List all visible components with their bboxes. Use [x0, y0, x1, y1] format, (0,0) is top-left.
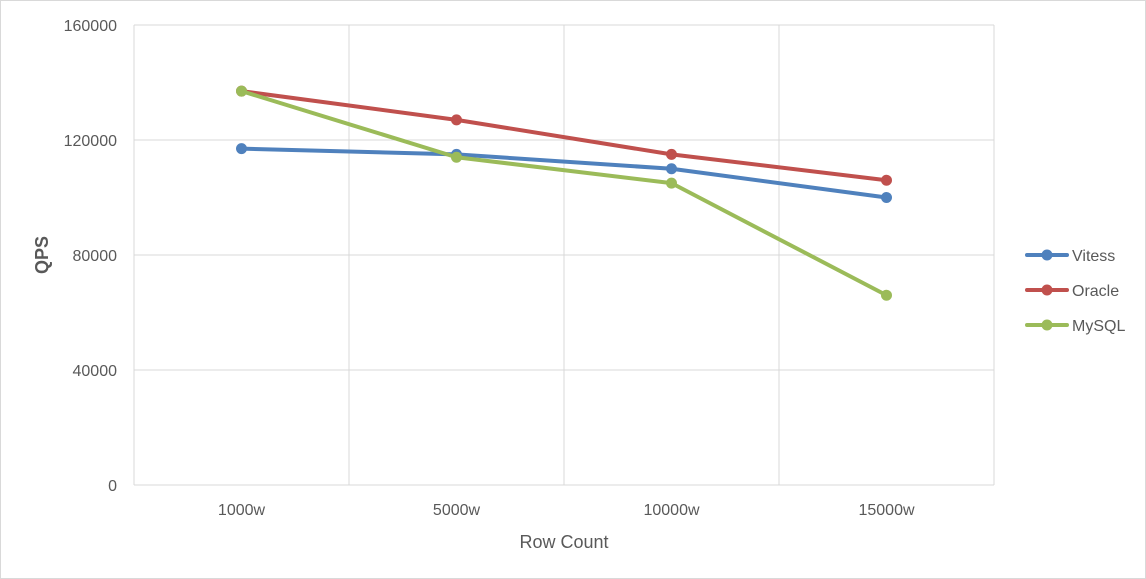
data-point: [881, 192, 892, 203]
y-axis-ticks: 0 40000 80000 120000 160000: [64, 18, 117, 495]
series-lines: [236, 85, 892, 301]
data-point: [881, 289, 892, 301]
x-tick-label: 15000w: [858, 502, 914, 519]
legend-item-oracle: Oracle: [1025, 283, 1119, 300]
data-point: [451, 151, 462, 163]
series-line: [239, 89, 889, 298]
legend-label: Oracle: [1072, 283, 1119, 300]
data-point: [666, 148, 677, 160]
legend-item-vitess: Vitess: [1025, 248, 1115, 265]
x-tick-label: 1000w: [218, 502, 266, 519]
data-point: [666, 163, 677, 175]
y-axis-title: QPS: [32, 236, 52, 274]
legend-label: MySQL: [1072, 318, 1125, 335]
legend-swatch-marker: [1041, 249, 1053, 261]
series-mysql: [236, 85, 892, 301]
x-axis-ticks: 1000w 5000w 10000w 15000w: [218, 502, 915, 519]
series-line: [239, 146, 889, 200]
grid: [133, 24, 995, 486]
y-tick-label: 0: [108, 478, 117, 495]
data-point: [236, 143, 247, 155]
data-point: [666, 177, 677, 189]
y-tick-label: 40000: [73, 363, 118, 380]
legend-swatch-marker: [1041, 284, 1053, 296]
x-tick-label: 5000w: [433, 502, 481, 519]
x-tick-label: 10000w: [643, 502, 699, 519]
legend-label: Vitess: [1072, 248, 1115, 265]
series-line: [239, 89, 889, 183]
legend: Vitess Oracle MySQL: [1025, 248, 1125, 335]
data-point: [236, 85, 247, 97]
y-tick-label: 80000: [73, 248, 118, 265]
y-tick-label: 160000: [64, 18, 117, 35]
legend-swatch-marker: [1041, 319, 1053, 331]
data-point: [881, 174, 892, 186]
y-tick-label: 120000: [64, 133, 117, 150]
legend-item-mysql: MySQL: [1025, 318, 1125, 335]
data-point: [451, 114, 462, 126]
x-axis-title: Row Count: [519, 532, 608, 552]
